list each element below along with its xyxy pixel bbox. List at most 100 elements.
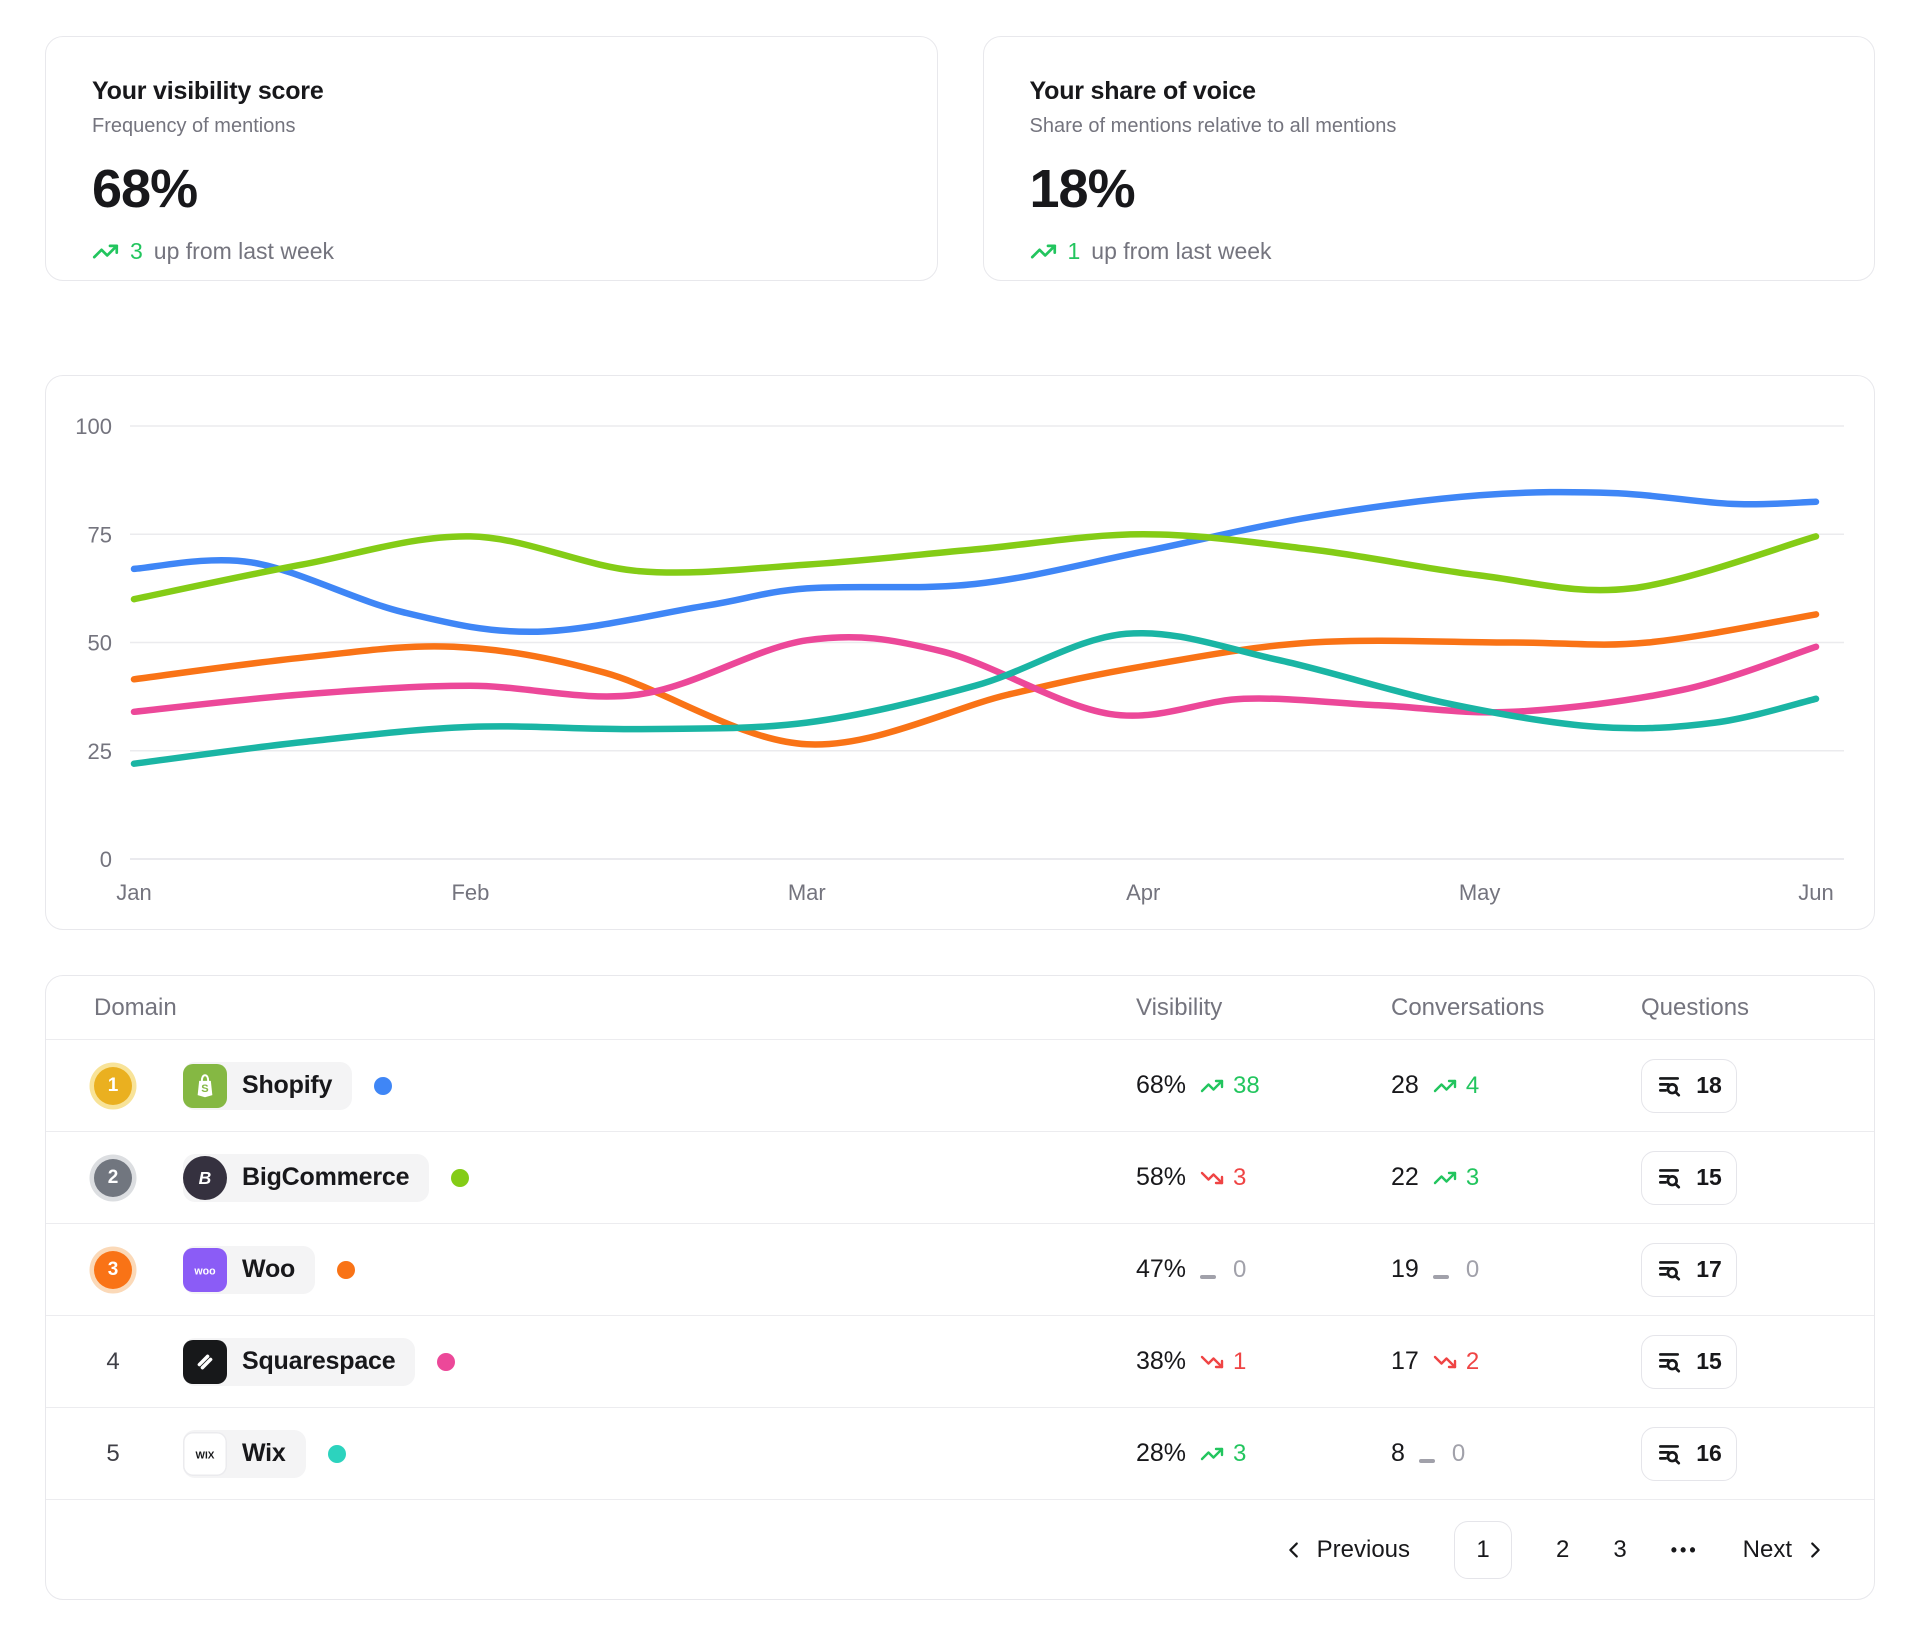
card-subtitle: Frequency of mentions <box>92 115 296 137</box>
domain-name: Shopify <box>242 1071 333 1099</box>
x-tick-label: May <box>1459 880 1501 905</box>
table-row: 5 WIX Wix 28% 3 8 0 16 <box>46 1408 1874 1500</box>
domain-pill[interactable]: B BigCommerce <box>183 1153 430 1202</box>
visibility-trend: 3 <box>1200 1164 1246 1192</box>
svg-text:B: B <box>199 1167 212 1187</box>
previous-page-button[interactable]: Previous <box>1283 1536 1410 1564</box>
series-line-wix <box>130 629 1820 767</box>
y-tick-label: 25 <box>88 739 112 764</box>
list-search-icon <box>1659 1352 1681 1373</box>
table-row: 3 woo Woo 47% 0 19 0 17 <box>46 1224 1874 1316</box>
rank-cell: 1 <box>94 1066 132 1105</box>
next-page-button[interactable]: Next <box>1743 1536 1826 1564</box>
next-label: Next <box>1742 1536 1792 1563</box>
series-line-squarespace <box>130 633 1820 719</box>
woo-logo-icon: woo <box>183 1247 227 1292</box>
page-button-3[interactable]: 3 <box>1613 1536 1627 1563</box>
flat-dash-icon <box>1418 1459 1435 1463</box>
competitors-table-card: Domain Visibility Conversations Question… <box>45 975 1875 1600</box>
conversations-delta: 0 <box>1465 1255 1480 1283</box>
rank-cell: 2 <box>94 1158 132 1197</box>
trend-down-icon <box>1200 1171 1224 1184</box>
y-tick-label: 0 <box>100 847 112 872</box>
series-line-bigcommerce <box>130 531 1820 603</box>
questions-cell: 17 <box>1641 1242 1874 1297</box>
trend-down-icon <box>1433 1355 1457 1368</box>
questions-button[interactable]: 15 <box>1641 1150 1737 1205</box>
rank-badge: 2 <box>94 1158 132 1197</box>
domain-pill[interactable]: S Shopify <box>183 1061 353 1110</box>
domain-pill[interactable]: woo Woo <box>183 1245 316 1294</box>
list-search-icon <box>1656 1257 1682 1283</box>
series-color-dot <box>337 1260 356 1279</box>
squarespace-logo-icon <box>183 1339 227 1384</box>
conversations-delta: 4 <box>1465 1071 1480 1099</box>
rank-cell: 4 <box>94 1348 130 1376</box>
visibility-delta: 0 <box>1233 1255 1247 1283</box>
visibility-score-trend: 3 up from last week <box>92 238 891 265</box>
conversations-trend: 3 <box>1433 1164 1479 1192</box>
x-tick-label: Apr <box>1126 880 1160 905</box>
questions-button[interactable]: 17 <box>1641 1242 1737 1297</box>
questions-count: 17 <box>1696 1256 1722 1282</box>
domain-name: Squarespace <box>242 1347 396 1375</box>
visibility-value: 28% <box>1136 1439 1187 1467</box>
questions-button[interactable]: 16 <box>1641 1426 1737 1481</box>
trend-up-icon <box>1030 238 1057 265</box>
conversations-cell: 8 0 <box>1391 1439 1641 1468</box>
series-line-shopify <box>130 488 1820 636</box>
trend-up-icon <box>1030 244 1056 259</box>
questions-cell: 15 <box>1641 1334 1874 1389</box>
svg-text:WIX: WIX <box>196 1450 215 1461</box>
visibility-trend-chart-card: 100 75 50 25 0 Jan Feb Mar Apr May Jun <box>45 375 1875 930</box>
trend-up-icon <box>1200 1079 1224 1092</box>
visibility-trend: 0 <box>1200 1256 1246 1284</box>
pagination: Previous 1 2 3 ••• Next <box>46 1500 1874 1599</box>
domain-pill[interactable]: WIX Wix <box>183 1429 306 1478</box>
rank-cell: 3 <box>94 1250 132 1289</box>
more-pages-button[interactable]: ••• <box>1670 1539 1699 1560</box>
page-button-2[interactable]: 2 <box>1556 1536 1570 1563</box>
visibility-cell: 58% 3 <box>1136 1163 1391 1192</box>
y-tick-label: 100 <box>75 414 112 439</box>
trend-up-icon <box>92 238 119 265</box>
visibility-delta: 3 <box>1233 1163 1247 1191</box>
trend-suffix: up from last week <box>153 238 335 264</box>
table-row: 4 Squarespace 38% 1 17 2 15 <box>46 1316 1874 1408</box>
y-tick-label: 50 <box>88 631 112 656</box>
series-color-dot <box>327 1444 346 1463</box>
questions-count: 16 <box>1696 1440 1722 1466</box>
visibility-cell: 38% 1 <box>1136 1347 1391 1376</box>
visibility-delta: 1 <box>1233 1347 1247 1375</box>
visibility-value: 47% <box>1136 1255 1187 1283</box>
domain-pill[interactable]: Squarespace <box>183 1337 416 1386</box>
questions-cell: 15 <box>1641 1150 1874 1205</box>
domain-name: BigCommerce <box>242 1163 410 1191</box>
visibility-delta: 38 <box>1233 1071 1260 1099</box>
trend-delta: 1 <box>1067 238 1081 264</box>
visibility-value: 38% <box>1136 1347 1187 1375</box>
questions-button[interactable]: 18 <box>1641 1058 1737 1113</box>
list-search-icon <box>1659 1444 1681 1465</box>
page-button-1[interactable]: 1 <box>1454 1521 1513 1579</box>
questions-count: 18 <box>1696 1072 1722 1098</box>
questions-button[interactable]: 15 <box>1641 1334 1737 1389</box>
x-tick-label: Jan <box>116 880 151 905</box>
series-color-dot <box>374 1076 393 1095</box>
trend-up-icon <box>1200 1447 1224 1460</box>
conversations-trend: 0 <box>1432 1255 1480 1284</box>
domain-name: Woo <box>242 1255 296 1283</box>
conversations-value: 22 <box>1391 1163 1419 1191</box>
trend-up-icon <box>92 244 119 259</box>
visibility-cell: 47% 0 <box>1136 1255 1391 1284</box>
conversations-delta: 0 <box>1451 1439 1466 1467</box>
table-row: 1 S Shopify 68% 38 28 4 18 <box>46 1040 1874 1132</box>
conversations-value: 28 <box>1391 1071 1419 1099</box>
domain-cell: B BigCommerce <box>130 1153 1136 1202</box>
conversations-trend: 4 <box>1433 1072 1479 1100</box>
trend-delta: 3 <box>130 238 143 264</box>
list-search-icon <box>1656 1349 1682 1375</box>
conversations-value: 17 <box>1391 1347 1419 1375</box>
